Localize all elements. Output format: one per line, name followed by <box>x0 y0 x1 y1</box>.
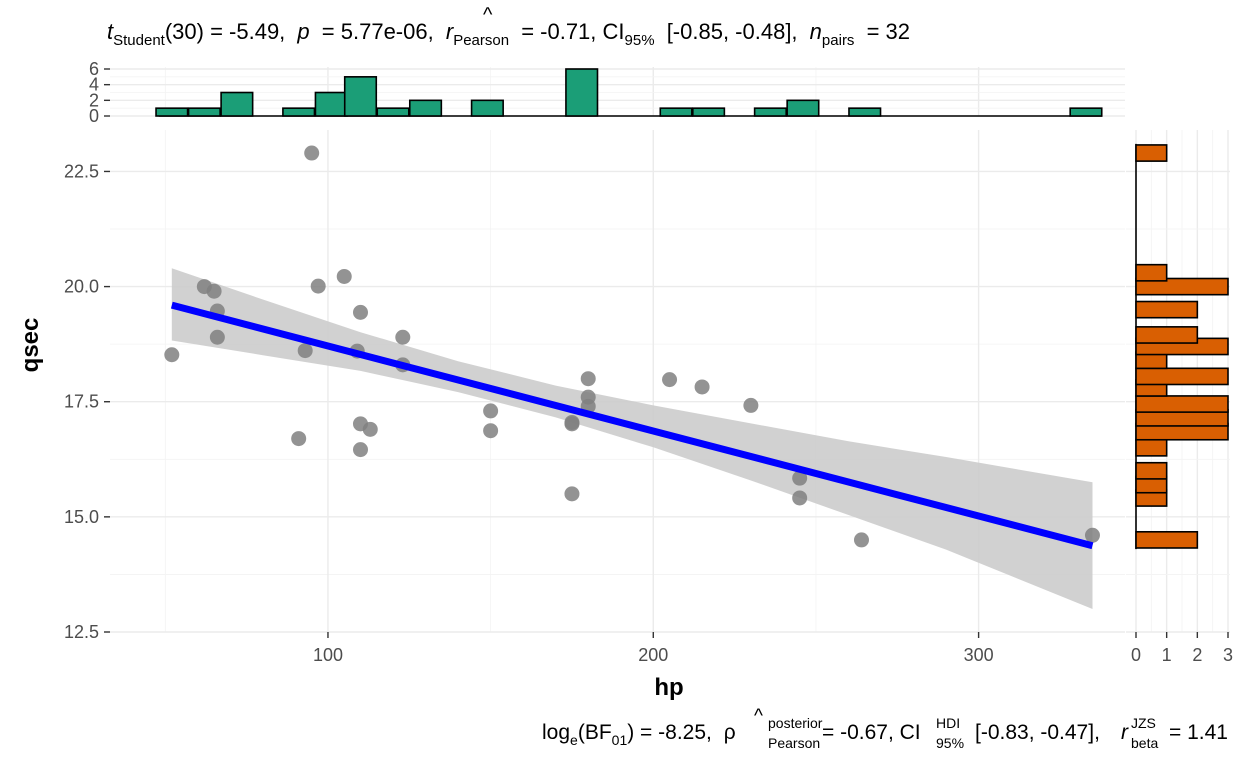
right-hist-bar <box>1135 300 1199 319</box>
right-hist-bar <box>1135 263 1168 282</box>
top-hist-bar <box>470 99 504 117</box>
caption-bayes: loge(BF01) = -8.25, ρ <box>542 721 736 748</box>
y-axis-title: qsec <box>17 318 44 373</box>
right-hist-bar <box>1135 461 1168 480</box>
caption-jzs-sup: JZS <box>1131 715 1156 731</box>
data-point <box>580 371 596 387</box>
top-hist-bar <box>692 107 726 117</box>
right-x-tick-label: 3 <box>1223 645 1233 665</box>
data-point <box>792 490 808 506</box>
y-tick-label: 12.5 <box>64 622 99 642</box>
right-hist-bar <box>1135 326 1199 344</box>
data-point <box>209 329 225 345</box>
right-hist-bar <box>1135 438 1168 457</box>
x-tick-label: 100 <box>313 645 343 665</box>
caption-ci-sub: 95% <box>936 735 964 751</box>
top-hist-bar <box>1069 107 1103 117</box>
data-point <box>395 329 411 345</box>
data-point <box>483 403 499 419</box>
data-point <box>297 343 313 359</box>
top-hist-bar <box>282 107 316 117</box>
top-hist-bar <box>376 107 410 117</box>
regression-line <box>170 301 1094 550</box>
right-hist-bar <box>1135 367 1229 386</box>
y-tick-label: 17.5 <box>64 392 99 412</box>
data-point <box>743 397 759 413</box>
top-hist-bar <box>314 91 348 117</box>
y-tick-label: 20.0 <box>64 277 99 297</box>
right-x-tick-label: 0 <box>1131 645 1141 665</box>
top-hist-bar <box>753 107 787 117</box>
caption-pearson-sub: Pearson <box>768 735 820 751</box>
top-hist-bar <box>848 107 882 117</box>
y-tick-label: 15.0 <box>64 507 99 527</box>
data-point <box>580 389 596 405</box>
top-y-tick-label: 2 <box>89 90 99 110</box>
y-tick-label: 22.5 <box>64 161 99 181</box>
data-point <box>1084 527 1100 543</box>
data-point <box>206 283 222 299</box>
data-point <box>662 372 678 388</box>
caption-r-italic: r <box>1121 721 1129 744</box>
data-point <box>564 414 580 430</box>
confidence-band <box>171 268 1093 609</box>
data-point <box>564 486 580 502</box>
caption-hdi-sup: HDI <box>936 715 960 731</box>
caption-rho-hat: ^ <box>754 706 763 727</box>
top-hist-bar <box>659 107 693 117</box>
data-point <box>352 304 368 320</box>
data-point <box>164 347 180 363</box>
top-hist-bar <box>408 99 443 117</box>
top-hist-bar <box>343 76 378 117</box>
right-x-tick-label: 1 <box>1162 645 1172 665</box>
top-hist-bar <box>187 107 221 117</box>
data-point <box>483 423 499 439</box>
subtitle-r-hat: ^ <box>483 4 493 26</box>
right-hist-bar <box>1135 530 1199 549</box>
top-hist-bar <box>786 99 820 117</box>
right-hist-bar <box>1135 277 1229 296</box>
data-point <box>853 532 869 548</box>
right-hist-bar <box>1135 144 1168 162</box>
top-hist-bar <box>565 68 599 117</box>
data-point <box>291 431 307 447</box>
data-point <box>792 470 808 486</box>
right-hist-bar <box>1135 395 1229 413</box>
top-hist-bar <box>155 107 189 117</box>
top-hist-bar <box>220 91 254 117</box>
subtitle-stats: tStudent(30) = -5.49, p = 5.77e-06, rPea… <box>107 19 910 50</box>
data-point <box>362 421 378 437</box>
caption-beta-sub: beta <box>1131 735 1158 751</box>
data-point <box>352 442 368 458</box>
main-axes: 100 200 300 12.5 15.0 17.5 20.0 22.5 <box>64 161 994 665</box>
top-y-tick-label: 0 <box>89 106 99 126</box>
caption-ci-value: [-0.83, -0.47], <box>975 721 1100 744</box>
x-tick-label: 200 <box>638 645 668 665</box>
caption-r-value: = 1.41 <box>1169 721 1228 744</box>
top-y-tick-label: 4 <box>89 75 99 95</box>
top-y-tick-label: 6 <box>89 59 99 79</box>
caption-rho-value: = -0.67, CI <box>822 721 921 744</box>
data-point <box>310 278 326 294</box>
data-point <box>694 379 710 395</box>
data-point <box>336 268 352 284</box>
x-axis-title: hp <box>654 674 683 701</box>
caption-posterior-sup: posterior <box>768 715 823 731</box>
right-x-tick-label: 2 <box>1192 645 1202 665</box>
x-tick-label: 300 <box>964 645 994 665</box>
data-point <box>304 145 320 161</box>
